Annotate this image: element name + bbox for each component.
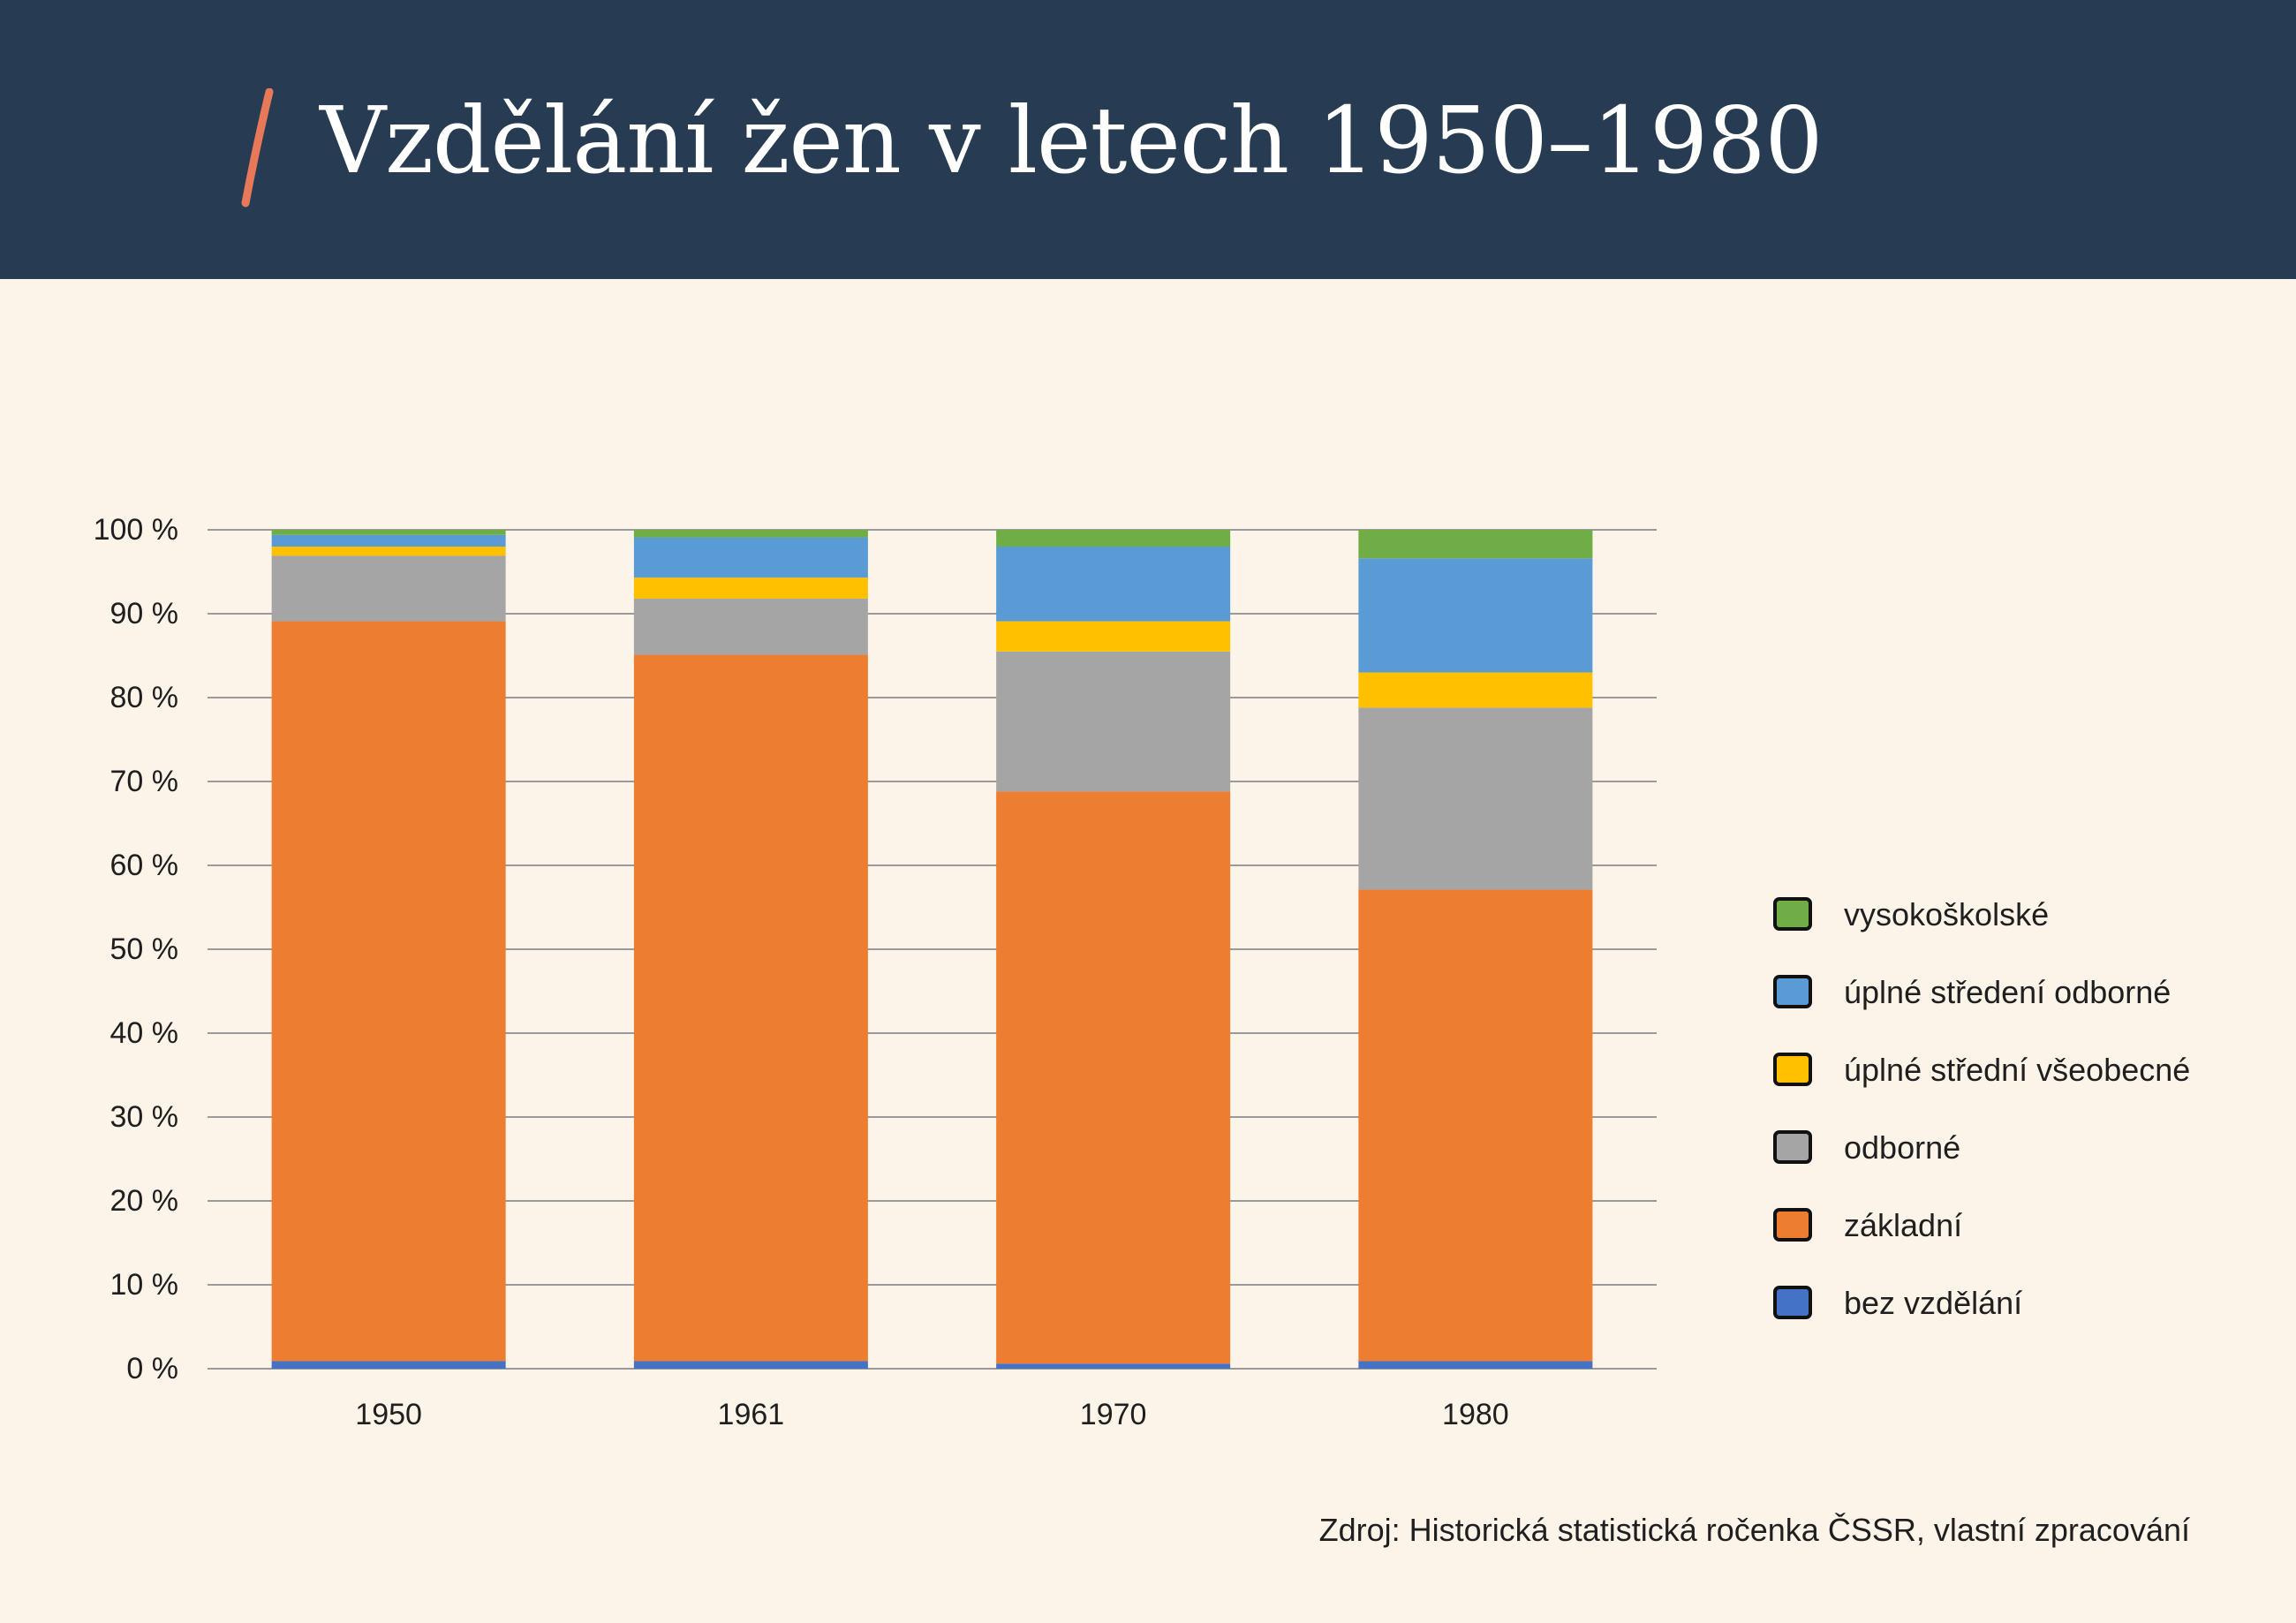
bar-segment	[1358, 889, 1593, 1362]
bar-segment	[996, 651, 1231, 792]
legend-swatch	[1773, 1286, 1812, 1319]
legend-swatch	[1773, 1053, 1812, 1086]
bar-segment	[633, 537, 868, 578]
accent-slash-icon	[241, 88, 274, 208]
legend-swatch	[1773, 1208, 1812, 1242]
bar-segment	[633, 1361, 868, 1369]
x-tick-label: 1961	[717, 1398, 785, 1431]
bar-segment	[1358, 530, 1593, 559]
x-tick-label: 1950	[355, 1398, 422, 1431]
legend-label: základní	[1844, 1207, 1963, 1243]
y-tick-label: 60 %	[110, 849, 179, 882]
legend-label: vysokoškolské	[1844, 896, 2050, 932]
bar-segment	[271, 1361, 506, 1369]
y-tick-label: 20 %	[110, 1184, 179, 1218]
bar-segment	[996, 1363, 1231, 1369]
bar-segment	[633, 654, 868, 1362]
x-tick-label: 1980	[1442, 1398, 1509, 1431]
y-tick-label: 0 %	[126, 1352, 178, 1385]
y-tick-label: 50 %	[110, 932, 179, 966]
legend-swatch	[1773, 897, 1812, 931]
legend-label: úplné středení odborné	[1844, 974, 2171, 1010]
y-tick-label: 40 %	[110, 1016, 179, 1050]
source-note: Zdroj: Historická statistická ročenka ČS…	[1318, 1512, 2190, 1548]
bar-segment	[1358, 1361, 1593, 1369]
bar-segment	[271, 547, 506, 556]
y-tick-label: 90 %	[110, 597, 179, 630]
bar-segment	[271, 555, 506, 622]
y-tick-label: 80 %	[110, 681, 179, 714]
legend-label: odborné	[1844, 1129, 1961, 1166]
y-tick-label: 30 %	[110, 1100, 179, 1134]
y-tick-label: 10 %	[110, 1268, 179, 1302]
header-banner: Vzdělání žen v letech 1950–1980	[0, 0, 2296, 279]
legend-swatch	[1773, 1130, 1812, 1164]
legend-label: bez vzdělání	[1844, 1285, 2023, 1321]
y-tick-label: 70 %	[110, 765, 179, 798]
bar-segment	[996, 547, 1231, 622]
bar-segment	[1358, 672, 1593, 708]
bar-segment	[633, 598, 868, 655]
bar-segment	[996, 530, 1231, 547]
bar-segment	[271, 530, 506, 535]
bar-segment	[996, 791, 1231, 1364]
bar-segment	[633, 530, 868, 538]
bar-segment	[996, 621, 1231, 652]
bar-segment	[1358, 707, 1593, 890]
y-tick-label: 100 %	[93, 513, 178, 547]
legend-swatch	[1773, 975, 1812, 1008]
page-title: Vzdělání žen v letech 1950–1980	[320, 87, 1824, 194]
bar-segment	[1358, 558, 1593, 673]
bar-segment	[271, 621, 506, 1362]
x-tick-label: 1970	[1079, 1398, 1147, 1431]
bar-segment	[271, 534, 506, 547]
legend-label: úplné střední všeobecné	[1844, 1052, 2191, 1088]
bar-segment	[633, 577, 868, 599]
